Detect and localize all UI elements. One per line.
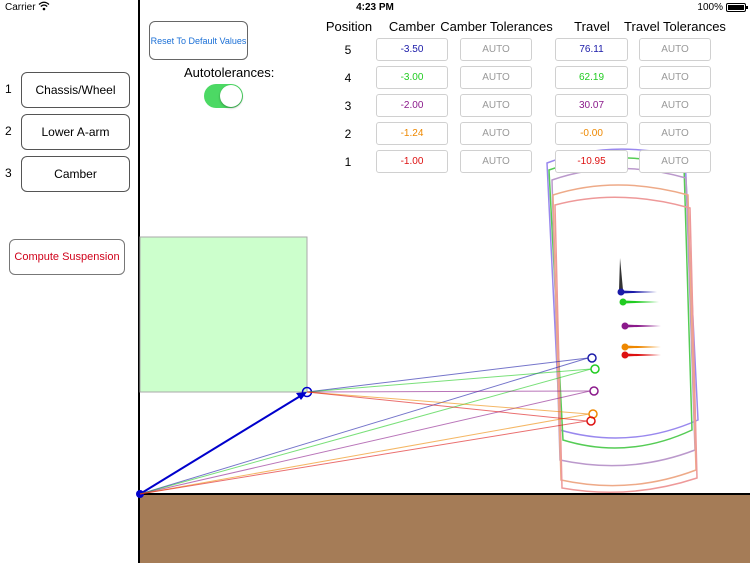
camber-marker-dot	[619, 298, 627, 306]
travel-field[interactable]: 30.07	[555, 94, 628, 117]
travel-tolerance-field[interactable]: AUTO	[639, 66, 711, 89]
nav-number: 1	[5, 82, 12, 96]
travel-field[interactable]: -0.00	[555, 122, 628, 145]
position-number: 3	[344, 99, 352, 113]
travel-field[interactable]: 76.11	[555, 38, 628, 61]
camber-marker-dot	[621, 343, 629, 351]
upper-link-line	[306, 390, 591, 393]
camber-field[interactable]: -3.00	[376, 66, 448, 89]
autotolerances-label: Autotolerances:	[184, 65, 275, 80]
nav-row-chassis: 1 Chassis/Wheel	[0, 72, 138, 108]
nav-number: 3	[5, 166, 12, 180]
upper-link-line	[306, 391, 590, 415]
camber-tolerance-field[interactable]: AUTO	[460, 66, 532, 89]
travel-tolerance-field[interactable]: AUTO	[639, 122, 711, 145]
carrier-label: Carrier	[5, 2, 36, 13]
upper-link-line	[306, 368, 592, 393]
header-travel-tolerances: Travel Tolerances	[624, 19, 726, 34]
camber-marker-spike	[625, 324, 661, 328]
camber-marker-dot	[621, 351, 629, 359]
position-number: 4	[344, 71, 352, 85]
position-number: 1	[344, 155, 352, 169]
upper-link-line	[306, 391, 588, 422]
camber-marker-dot	[621, 322, 629, 330]
nav-row-lower-arm: 2 Lower A-arm	[0, 114, 138, 150]
header-camber: Camber	[388, 19, 436, 34]
reset-defaults-button[interactable]: Reset To Default Values	[149, 21, 248, 60]
nav-row-camber: 3 Camber	[0, 156, 138, 192]
camber-button[interactable]: Camber	[21, 156, 130, 192]
header-travel: Travel	[574, 19, 610, 34]
outer-joint-marker[interactable]	[590, 364, 600, 374]
ground	[140, 494, 750, 563]
compute-suspension-button[interactable]: Compute Suspension	[9, 239, 125, 275]
camber-tolerance-field[interactable]: AUTO	[460, 150, 532, 173]
tire-outline-3	[551, 167, 696, 467]
camber-marker-dot	[617, 288, 625, 296]
camber-link-line	[139, 368, 592, 495]
camber-link-line	[139, 420, 588, 495]
lower-a-arm-arrowhead	[296, 392, 307, 400]
outer-joint-marker[interactable]	[586, 416, 596, 426]
camber-marker-spike	[625, 345, 661, 349]
camber-tolerance-field[interactable]: AUTO	[460, 94, 532, 117]
camber-field[interactable]: -1.24	[376, 122, 448, 145]
travel-tolerance-field[interactable]: AUTO	[639, 150, 711, 173]
status-bar: Carrier 4:23 PM 100%	[0, 0, 750, 16]
camber-tolerance-field[interactable]: AUTO	[460, 122, 532, 145]
header-position: Position	[325, 19, 373, 34]
camber-marker-spike	[623, 300, 659, 304]
camber-tolerance-field[interactable]: AUTO	[460, 38, 532, 61]
position-number: 5	[344, 43, 352, 57]
outer-joint-marker[interactable]	[589, 386, 599, 396]
travel-field[interactable]: -10.95	[555, 150, 628, 173]
camber-field[interactable]: -1.00	[376, 150, 448, 173]
left-panel: 1 Chassis/Wheel 2 Lower A-arm 3 Camber C…	[0, 16, 138, 563]
battery-percent: 100%	[697, 2, 723, 13]
travel-tolerance-field[interactable]: AUTO	[639, 94, 711, 117]
outer-joint-marker[interactable]	[587, 353, 597, 363]
camber-field[interactable]: -3.50	[376, 38, 448, 61]
camber-link-line	[139, 413, 590, 495]
nav-number: 2	[5, 124, 12, 138]
camber-link-line	[139, 357, 589, 495]
camber-marker-spike	[621, 290, 657, 294]
toggle-knob	[220, 85, 242, 107]
camber-link-line	[139, 390, 591, 495]
wifi-icon	[38, 1, 50, 14]
tire-outline-2	[552, 184, 697, 487]
travel-tolerance-field[interactable]: AUTO	[639, 38, 711, 61]
header-camber-tolerances: Camber Tolerances	[440, 19, 553, 34]
camber-field[interactable]: -2.00	[376, 94, 448, 117]
panel-divider	[138, 0, 140, 563]
battery-icon	[726, 3, 748, 12]
lower-a-arm-line	[139, 394, 303, 495]
clock: 4:23 PM	[356, 2, 394, 13]
tire-outlines	[546, 148, 699, 493]
lower-a-arm-button[interactable]: Lower A-arm	[21, 114, 130, 150]
chassis-box[interactable]	[139, 236, 308, 393]
position-number: 2	[344, 127, 352, 141]
autotolerances-toggle[interactable]	[204, 84, 243, 108]
linkage-lines	[139, 288, 661, 495]
upper-link-line	[306, 357, 589, 393]
chassis-wheel-button[interactable]: Chassis/Wheel	[21, 72, 130, 108]
travel-field[interactable]: 62.19	[555, 66, 628, 89]
camber-marker-spike	[625, 353, 661, 357]
camber-spike	[619, 258, 623, 290]
tire-outline-1	[554, 196, 698, 493]
